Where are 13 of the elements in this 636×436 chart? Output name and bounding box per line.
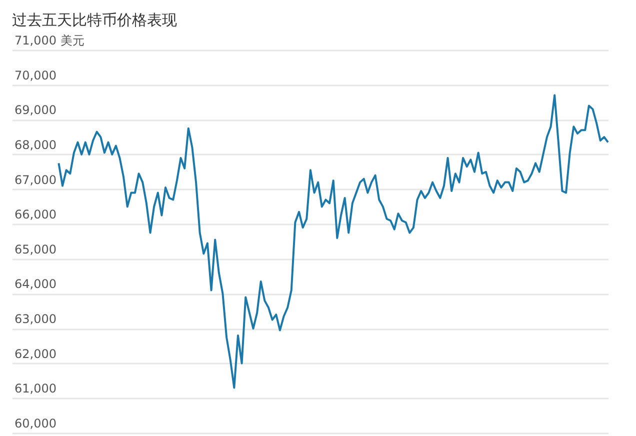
chart-title: 过去五天比特币价格表现 bbox=[12, 11, 177, 29]
y-tick-label: 65,000 bbox=[14, 242, 56, 256]
y-tick-label: 68,000 bbox=[14, 138, 56, 152]
y-tick-label: 60,000 bbox=[14, 416, 56, 430]
y-tick-label: 69,000 bbox=[14, 103, 56, 118]
y-tick-label: 71,000 美元 bbox=[14, 34, 84, 48]
y-tick-label: 61,000 bbox=[14, 382, 56, 396]
y-tick-label: 70,000 bbox=[14, 68, 56, 82]
y-tick-label: 63,000 bbox=[14, 312, 56, 326]
y-tick-label: 62,000 bbox=[14, 346, 56, 361]
y-tick-label: 67,000 bbox=[14, 172, 56, 187]
y-tick-label: 66,000 bbox=[14, 208, 56, 222]
y-tick-label: 64,000 bbox=[14, 277, 56, 292]
